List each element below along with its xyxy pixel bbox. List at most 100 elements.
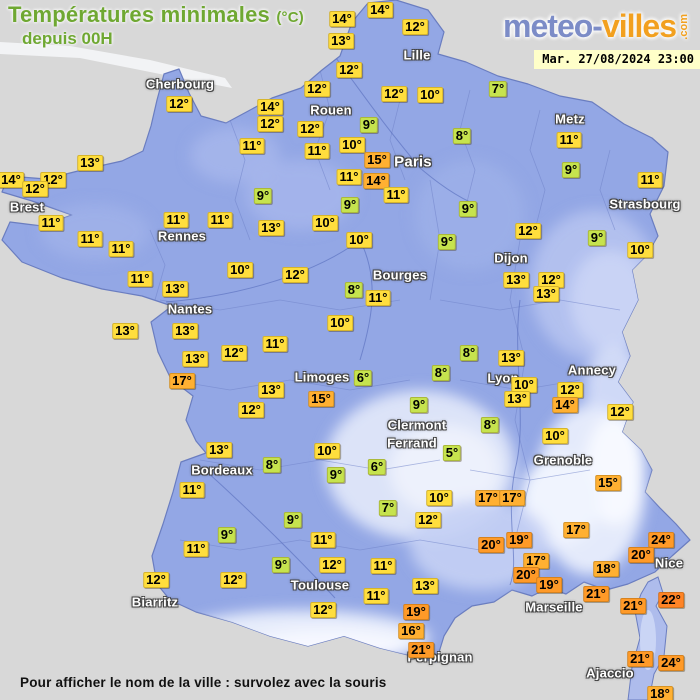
temp-label[interactable]: 10° [511, 377, 537, 393]
site-logo[interactable]: meteo-villes .com [503, 8, 690, 45]
temp-label[interactable]: 8° [459, 345, 479, 361]
temp-label[interactable]: 12° [557, 382, 583, 398]
temp-label[interactable]: 7° [378, 500, 398, 516]
temp-label[interactable]: 12° [607, 404, 633, 420]
temp-label[interactable]: 14° [329, 11, 355, 27]
temp-label[interactable]: 12° [310, 602, 336, 618]
temp-label[interactable]: 9° [271, 557, 291, 573]
temp-label[interactable]: 14° [363, 173, 389, 189]
temp-label[interactable]: 21° [620, 598, 646, 614]
temp-label[interactable]: 12° [166, 96, 192, 112]
temp-label[interactable]: 12° [402, 19, 428, 35]
temp-label[interactable]: 10° [627, 242, 653, 258]
temp-label[interactable]: 13° [258, 220, 284, 236]
temp-label[interactable]: 9° [437, 234, 457, 250]
temp-label[interactable]: 20° [628, 547, 654, 563]
temp-label[interactable]: 12° [220, 572, 246, 588]
temp-label[interactable]: 20° [513, 567, 539, 583]
temp-label[interactable]: 12° [319, 557, 345, 573]
temp-label[interactable]: 15° [308, 391, 334, 407]
temp-label[interactable]: 8° [431, 365, 451, 381]
temp-label[interactable]: 13° [503, 272, 529, 288]
temp-label[interactable]: 13° [533, 286, 559, 302]
temp-label[interactable]: 9° [359, 117, 379, 133]
temp-label[interactable]: 9° [326, 467, 346, 483]
temp-label[interactable]: 12° [221, 345, 247, 361]
temp-label[interactable]: 10° [314, 443, 340, 459]
temp-label[interactable]: 9° [253, 188, 273, 204]
temp-label[interactable]: 13° [206, 442, 232, 458]
temp-label[interactable]: 12° [282, 267, 308, 283]
temp-label[interactable]: 22° [658, 592, 684, 608]
temp-label[interactable]: 10° [542, 428, 568, 444]
temp-label[interactable]: 10° [339, 137, 365, 153]
temp-label[interactable]: 12° [415, 512, 441, 528]
temp-label[interactable]: 12° [515, 223, 541, 239]
temp-label[interactable]: 21° [408, 642, 434, 658]
temp-label[interactable]: 11° [637, 172, 663, 188]
temp-label[interactable]: 12° [297, 121, 323, 137]
temp-label[interactable]: 11° [336, 169, 362, 185]
temp-label[interactable]: 11° [239, 138, 265, 154]
temp-label[interactable]: 11° [179, 482, 205, 498]
temp-label[interactable]: 10° [417, 87, 443, 103]
temp-label[interactable]: 18° [593, 561, 619, 577]
temp-label[interactable]: 11° [556, 132, 582, 148]
temp-label[interactable]: 11° [365, 290, 391, 306]
temp-label[interactable]: 9° [217, 527, 237, 543]
temp-label[interactable]: 13° [77, 155, 103, 171]
temp-label[interactable]: 18° [647, 686, 673, 700]
temp-label[interactable]: 9° [340, 197, 360, 213]
temp-label[interactable]: 14° [552, 397, 578, 413]
temp-label[interactable]: 11° [383, 187, 409, 203]
temp-label[interactable]: 6° [367, 459, 387, 475]
temp-label[interactable]: 11° [370, 558, 396, 574]
temp-label[interactable]: 13° [498, 350, 524, 366]
temp-label[interactable]: 13° [112, 323, 138, 339]
temp-label[interactable]: 14° [0, 172, 24, 188]
temp-label[interactable]: 20° [478, 537, 504, 553]
temp-label[interactable]: 8° [452, 128, 472, 144]
temp-label[interactable]: 7° [488, 81, 508, 97]
temp-label[interactable]: 19° [536, 577, 562, 593]
temp-label[interactable]: 19° [403, 604, 429, 620]
temp-label[interactable]: 11° [304, 143, 330, 159]
temp-label[interactable]: 9° [587, 230, 607, 246]
temp-label[interactable]: 10° [312, 215, 338, 231]
temp-label[interactable]: 14° [257, 99, 283, 115]
temp-label[interactable]: 12° [336, 62, 362, 78]
temp-label[interactable]: 8° [344, 282, 364, 298]
temp-label[interactable]: 12° [381, 86, 407, 102]
temp-label[interactable]: 11° [207, 212, 233, 228]
temp-label[interactable]: 12° [257, 116, 283, 132]
temp-label[interactable]: 10° [426, 490, 452, 506]
temp-label[interactable]: 14° [367, 2, 393, 18]
temp-label[interactable]: 11° [38, 215, 64, 231]
temp-label[interactable]: 9° [283, 512, 303, 528]
temp-label[interactable]: 19° [506, 532, 532, 548]
temp-label[interactable]: 13° [328, 33, 354, 49]
temp-label[interactable]: 11° [163, 212, 189, 228]
temp-label[interactable]: 8° [262, 457, 282, 473]
temp-label[interactable]: 13° [258, 382, 284, 398]
temp-label[interactable]: 10° [327, 315, 353, 331]
temp-label[interactable]: 16° [398, 623, 424, 639]
temp-label[interactable]: 11° [183, 541, 209, 557]
temp-label[interactable]: 15° [595, 475, 621, 491]
temp-label[interactable]: 21° [583, 586, 609, 602]
temp-label[interactable]: 9° [561, 162, 581, 178]
temp-label[interactable]: 17° [499, 490, 525, 506]
temp-label[interactable]: 17° [169, 373, 195, 389]
temp-label[interactable]: 21° [627, 651, 653, 667]
temp-label[interactable]: 10° [227, 262, 253, 278]
temp-label[interactable]: 5° [442, 445, 462, 461]
temp-label[interactable]: 8° [480, 417, 500, 433]
temp-label[interactable]: 13° [504, 391, 530, 407]
temp-label[interactable]: 11° [310, 532, 336, 548]
temp-label[interactable]: 24° [648, 532, 674, 548]
temp-label[interactable]: 6° [353, 370, 373, 386]
temp-label[interactable]: 12° [304, 81, 330, 97]
temp-label[interactable]: 13° [182, 351, 208, 367]
temp-label[interactable]: 9° [409, 397, 429, 413]
temp-label[interactable]: 12° [22, 181, 48, 197]
